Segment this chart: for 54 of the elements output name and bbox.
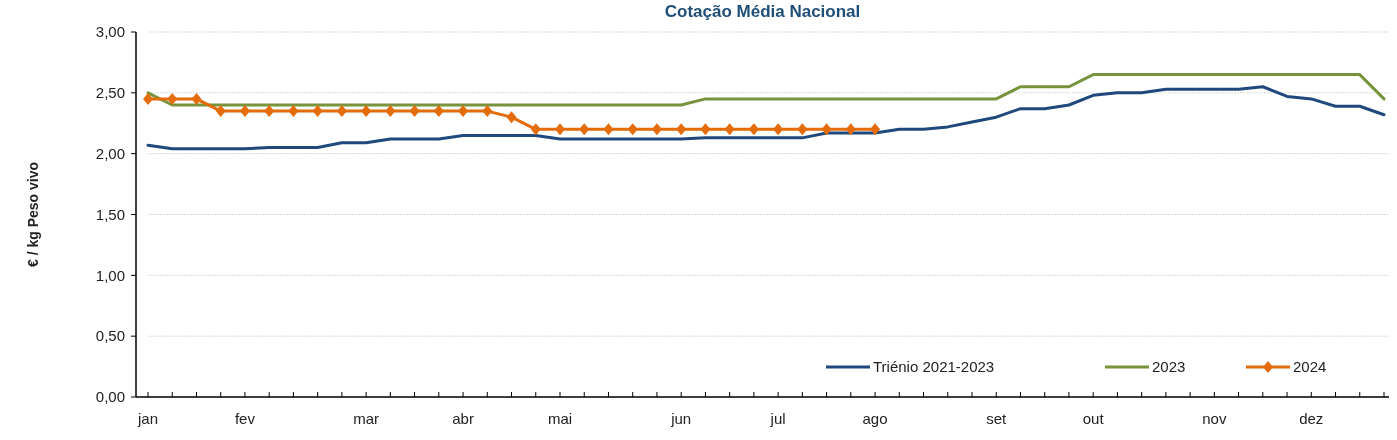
x-tick-label: out [1082,410,1105,427]
point [409,105,420,118]
point [748,123,759,136]
legend-label: Triénio 2021-2023 [873,358,995,376]
point [312,105,323,118]
point [191,92,202,105]
point [651,123,662,136]
x-tick-label: mai [547,410,573,427]
point [676,123,687,136]
chart-title: Cotação Média Nacional [664,2,861,21]
y-tick-label: 2,00 [95,144,125,162]
point [530,123,541,136]
y-axis-title: € / kg Peso vivo [25,161,41,268]
point [143,92,153,105]
x-tick-label: abr [452,410,474,427]
legend-label: 2023 [1152,358,1186,376]
point [821,123,832,136]
x-tick-label: jun [670,410,692,427]
y-tick-label: 1,50 [95,205,125,223]
point [700,123,711,136]
point [773,123,784,136]
x-tick-label: nov [1202,410,1227,427]
point [433,105,444,118]
y-tick-label: 3,00 [95,23,125,41]
point [603,123,614,136]
y-tick-label: 2,50 [95,84,125,102]
y-tick-label: 1,00 [95,266,125,284]
x-tick-label: fev [234,410,256,427]
point [288,105,299,118]
line-series [146,85,1386,151]
point [579,123,590,136]
point [870,123,881,136]
point [724,123,735,136]
point [845,123,856,136]
x-tick-label: mar [353,410,380,427]
point [482,105,493,118]
legend-label: 2024 [1293,358,1327,376]
point [627,123,638,136]
point [336,105,347,118]
y-tick-label: 0,50 [95,327,125,345]
point [555,123,565,136]
point [215,105,226,118]
point [264,105,275,118]
x-tick-label: jul [769,410,786,427]
x-tick-label: set [986,410,1008,427]
x-tick-label: ago [862,410,888,427]
x-tick-label: dez [1299,410,1324,427]
point [385,105,396,118]
x-tick-label: jan [136,410,159,427]
point [506,111,517,124]
point [167,92,178,105]
point [361,105,372,118]
point [797,123,808,136]
y-tick-label: 0,00 [95,388,125,406]
